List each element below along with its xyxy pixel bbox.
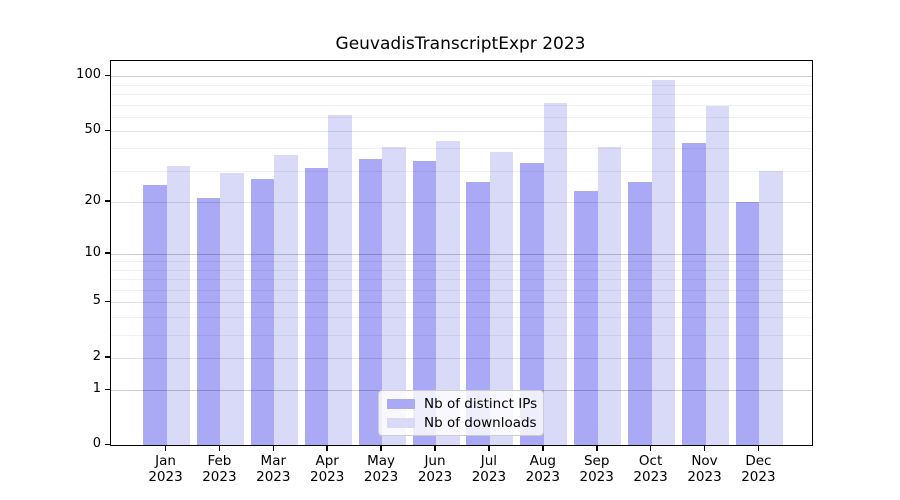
x-tick-label-may: May 2023 [363, 453, 399, 485]
bar-distinct-ips-jan [143, 184, 167, 445]
legend-label: Nb of distinct IPs [424, 395, 538, 412]
y-tick-label-20: 20 [84, 192, 101, 208]
y-tick-mark-2 [105, 356, 110, 358]
x-tick-mark-apr [326, 445, 328, 451]
x-tick-label-mar: Mar 2023 [256, 453, 291, 485]
y-tick-mark-0 [105, 443, 110, 445]
bar-downloads-mar [274, 154, 298, 445]
x-tick-mark-aug [542, 445, 544, 451]
x-tick-mark-jun [434, 445, 436, 451]
x-tick-mark-feb [218, 445, 221, 451]
y-tick-mark-50 [105, 129, 110, 131]
x-tick-label-dec: Dec 2023 [741, 453, 776, 485]
legend-swatch-downloads [387, 417, 415, 428]
y-tick-mark-1 [105, 388, 110, 390]
legend-label: Nb of downloads [424, 414, 537, 431]
bar-downloads-oct [651, 79, 676, 445]
gridline-y-6 [111, 289, 812, 291]
grid-layer [111, 61, 812, 445]
bar-distinct-ips-mar [250, 178, 275, 445]
x-tick-label-sep: Sep 2023 [579, 453, 614, 485]
bar-distinct-ips-dec [735, 201, 760, 445]
bar-downloads-sep [597, 146, 622, 445]
y-tick-label-2: 2 [92, 348, 101, 364]
bar-downloads-jul [489, 152, 514, 445]
gridline-y-4 [111, 316, 812, 318]
x-tick-mark-jan [164, 445, 167, 451]
gridline-y-100 [111, 76, 812, 78]
bar-downloads-jun [436, 141, 460, 445]
x-tick-label-feb: Feb 2023 [202, 453, 237, 485]
y-tick-label-1: 1 [92, 381, 101, 396]
legend-row: Nb of distinct IPs [387, 395, 538, 412]
y-tick-label-10: 10 [84, 244, 101, 260]
legend: Nb of distinct IPs Nb of downloads [378, 390, 544, 436]
x-tick-mark-nov [703, 445, 706, 451]
bar-distinct-ips-jun [412, 161, 436, 445]
y-tick-mark-100 [105, 74, 110, 77]
bar-downloads-jan [166, 165, 190, 445]
x-tick-label-oct: Oct 2023 [633, 453, 668, 485]
gridline-y-50 [111, 131, 812, 132]
y-tick-mark-5 [105, 300, 110, 303]
plot-area [110, 60, 813, 446]
bar-distinct-ips-nov [682, 142, 706, 445]
x-tick-label-aug: Aug 2023 [525, 453, 560, 485]
gridline-y-10 [111, 253, 812, 255]
x-tick-label-apr: Apr 2023 [310, 453, 345, 485]
x-tick-mark-jul [488, 445, 490, 451]
legend-swatch-distinct-ips [387, 398, 415, 409]
gridline-y-8 [111, 269, 812, 271]
gridline-y-40 [111, 148, 812, 150]
gridline-y-70 [111, 104, 812, 106]
bar-distinct-ips-apr [304, 168, 329, 445]
gridline-y-3 [111, 334, 812, 336]
gridline-y-2 [111, 357, 812, 359]
y-tick-label-0: 0 [92, 436, 101, 451]
x-tick-mark-mar [272, 445, 275, 451]
bar-distinct-ips-oct [628, 181, 652, 445]
y-tick-label-50: 50 [84, 122, 101, 137]
x-tick-mark-oct [649, 445, 652, 451]
gridline-y-60 [111, 116, 812, 118]
x-tick-mark-may [380, 445, 382, 451]
bar-downloads-nov [705, 105, 729, 445]
x-tick-mark-sep [596, 445, 598, 451]
bar-distinct-ips-feb [196, 198, 221, 445]
x-tick-mark-dec [757, 445, 760, 451]
x-tick-label-jan: Jan 2023 [148, 453, 183, 485]
bar-distinct-ips-aug [520, 163, 544, 445]
chart-title: GeuvadisTranscriptExpr 2023 [335, 34, 586, 54]
x-tick-label-jul: Jul 2023 [471, 453, 507, 485]
bar-distinct-ips-may [358, 158, 383, 445]
x-tick-label-nov: Nov 2023 [687, 453, 722, 485]
bar-distinct-ips-sep [574, 191, 598, 445]
bar-downloads-dec [759, 170, 783, 445]
x-tick-label-jun: Jun 2023 [417, 453, 453, 485]
legend-row: Nb of downloads [387, 414, 537, 431]
gridline-y-30 [111, 170, 812, 172]
gridline-y-9 [111, 261, 812, 263]
bars-layer [111, 61, 812, 445]
y-tick-label-100: 100 [76, 67, 101, 83]
gridline-y-80 [111, 93, 812, 95]
bar-downloads-apr [328, 115, 352, 445]
gridline-y-5 [111, 302, 812, 304]
gridline-y-90 [111, 84, 812, 86]
gridline-y-7 [111, 279, 812, 281]
bar-downloads-may [382, 146, 406, 445]
y-tick-mark-10 [105, 252, 110, 254]
gridline-y-20 [111, 201, 812, 203]
y-tick-mark-20 [105, 200, 110, 202]
bar-distinct-ips-jul [466, 181, 490, 445]
bar-downloads-feb [220, 173, 244, 445]
bar-downloads-aug [543, 103, 568, 445]
y-tick-label-5: 5 [92, 293, 101, 309]
